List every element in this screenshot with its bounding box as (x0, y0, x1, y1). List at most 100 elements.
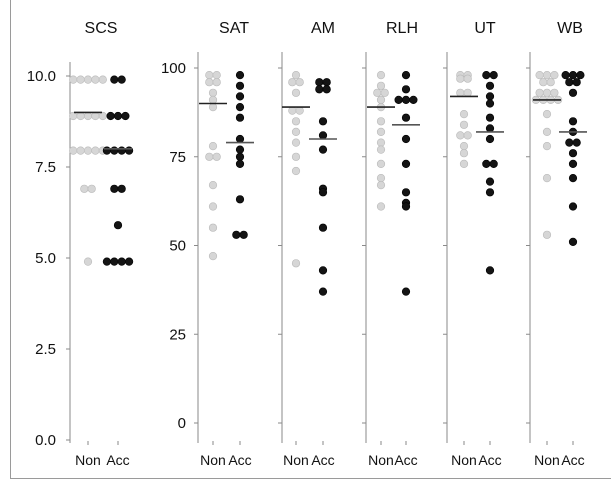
panel-am: AM Non Acc (278, 20, 337, 468)
data-point-acc-ut (485, 177, 495, 186)
data-point-non-wb (539, 78, 548, 87)
panel-wb: WB Non Acc (526, 20, 587, 468)
category-label-acc-ut: Acc (478, 452, 501, 468)
category-label-non-ut: Non (451, 452, 477, 468)
data-point-non-wb (535, 88, 544, 97)
data-point-non-am (291, 138, 301, 147)
category-label-non-am: Non (283, 452, 309, 468)
data-point-non-wb (542, 174, 552, 183)
data-point-acc-wb (568, 117, 578, 126)
y-tick-label-sat: 0 (178, 415, 186, 432)
data-point-acc-ut (485, 92, 495, 101)
data-point-acc-ut (485, 81, 495, 90)
y-tick-label-sat: 25 (169, 326, 186, 343)
data-point-acc-sat (235, 145, 245, 154)
data-point-non-rlh (376, 117, 386, 126)
data-point-acc-ut (485, 99, 495, 108)
data-point-non-ut (459, 120, 469, 129)
data-point-acc-am (322, 78, 331, 87)
data-point-acc-rlh (401, 70, 411, 80)
y-tick-label-scs: 7.5 (35, 159, 56, 176)
data-point-acc-am (318, 266, 328, 275)
category-label-non-wb: Non (534, 452, 560, 468)
data-point-acc-wb (565, 78, 574, 87)
data-point-non-rlh (376, 95, 386, 104)
data-point-acc-wb (561, 70, 570, 80)
data-point-non-scs (83, 75, 93, 84)
y-tick-label-scs: 10.0 (27, 68, 56, 85)
data-point-non-sat (208, 252, 218, 261)
panel-scs: SCS 0.0 2.5 5.0 7.5 10.0 Non Acc (27, 20, 134, 468)
data-point-acc-wb (568, 159, 578, 168)
data-point-non-wb (542, 142, 552, 151)
data-point-non-scs (83, 111, 93, 121)
panel-title-sat: SAT (219, 20, 249, 37)
data-point-non-scs (83, 257, 93, 266)
data-point-non-scs (91, 146, 100, 155)
data-point-acc-scs (113, 111, 123, 121)
data-point-non-sat (205, 70, 214, 80)
data-point-non-rlh (376, 159, 386, 168)
data-point-acc-rlh (401, 134, 411, 144)
data-point-acc-wb (568, 149, 578, 158)
data-point-non-sat (208, 102, 218, 112)
y-tick-label-scs: 5.0 (35, 250, 56, 267)
data-point-non-scs (80, 184, 89, 193)
data-point-non-rlh (376, 145, 386, 154)
data-point-non-am (295, 106, 304, 115)
data-point-non-scs (76, 146, 85, 155)
data-point-non-scs (91, 111, 100, 121)
panel-sat: SAT 0 25 50 75 100 Non Acc (161, 20, 254, 468)
data-point-acc-scs (110, 257, 119, 266)
data-point-acc-wb (565, 138, 574, 147)
category-label-acc-am: Acc (311, 452, 334, 468)
data-point-non-rlh (376, 174, 386, 183)
data-point-non-ut (463, 131, 472, 140)
data-point-acc-scs (121, 111, 130, 121)
data-point-acc-rlh (401, 188, 411, 197)
data-point-acc-am (318, 131, 328, 140)
category-label-acc-sat: Acc (228, 452, 251, 468)
data-point-acc-wb (568, 88, 578, 97)
data-point-acc-sat (235, 70, 245, 80)
data-point-non-sat (212, 70, 221, 80)
data-point-acc-scs (102, 146, 111, 155)
data-point-acc-ut (485, 266, 495, 275)
data-point-acc-scs (117, 184, 126, 193)
data-point-non-rlh (376, 81, 386, 90)
data-point-acc-rlh (401, 95, 411, 104)
data-point-non-am (291, 117, 301, 126)
data-point-non-scs (76, 75, 85, 84)
data-point-non-am (291, 152, 301, 161)
data-point-non-wb (546, 78, 555, 87)
data-point-acc-sat (235, 92, 245, 101)
data-point-non-ut (456, 74, 465, 83)
data-point-non-scs (91, 75, 100, 84)
data-point-non-ut (456, 131, 465, 140)
data-point-non-scs (69, 75, 78, 84)
data-point-non-scs (83, 146, 93, 155)
data-point-non-ut (463, 74, 472, 83)
data-point-acc-scs (110, 75, 119, 84)
data-point-non-wb (542, 230, 552, 239)
data-point-non-wb (550, 88, 559, 97)
data-point-acc-sat (235, 81, 245, 90)
data-point-non-sat (208, 202, 218, 211)
data-point-non-sat (212, 78, 221, 87)
data-point-acc-wb (568, 174, 578, 183)
data-point-non-sat (208, 95, 218, 104)
data-point-acc-scs (102, 257, 111, 266)
data-point-non-am (291, 70, 301, 80)
data-point-acc-sat (239, 230, 248, 239)
data-point-acc-rlh (394, 95, 403, 104)
data-point-acc-ut (485, 134, 495, 144)
data-point-non-ut (459, 159, 469, 168)
data-point-acc-rlh (401, 287, 411, 296)
data-point-non-rlh (376, 202, 386, 211)
category-label-acc-rlh: Acc (394, 452, 417, 468)
panel-ut: UT Non Acc (443, 20, 504, 468)
data-point-non-scs (87, 184, 96, 193)
data-point-acc-wb (572, 78, 581, 87)
data-point-acc-rlh (401, 202, 411, 211)
data-point-acc-scs (113, 221, 123, 230)
